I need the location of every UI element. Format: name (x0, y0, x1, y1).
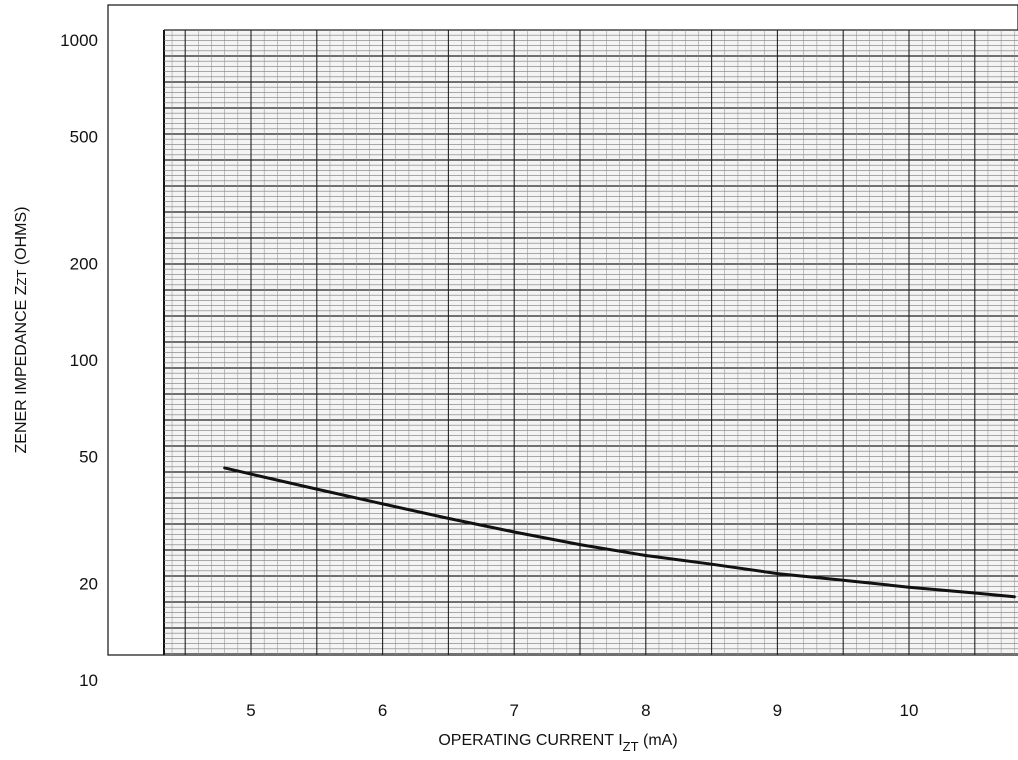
graph-paper-grid (163, 29, 1018, 655)
y-tick-label: 1000 (60, 31, 98, 50)
x-tick-label: 7 (509, 701, 518, 720)
x-tick-label: 8 (641, 701, 650, 720)
x-tick-label: 9 (773, 701, 782, 720)
x-tick-label: 6 (378, 701, 387, 720)
x-axis-label-main: OPERATING CURRENT I (438, 732, 622, 749)
x-axis-label: OPERATING CURRENT IZT (mA) (438, 732, 677, 754)
y-tick-label: 200 (70, 255, 98, 274)
y-tick-label: 50 (79, 447, 98, 466)
y-tick-label: 20 (79, 575, 98, 594)
series-line-0 (223, 466, 1016, 599)
y-tick-labels: 10 20 50 100 200 500 1000 (60, 31, 98, 690)
y-tick-label: 10 (79, 671, 98, 690)
y-axis-label-subscript: ZT (14, 270, 29, 286)
y-tick-label: 500 (70, 127, 98, 146)
x-axis-label-subscript: ZT (623, 739, 639, 754)
y-tick-label: 100 (70, 351, 98, 370)
series-layer (223, 466, 1016, 599)
x-tick-label: 5 (246, 701, 255, 720)
x-tick-labels: 5 6 7 8 9 10 (246, 701, 918, 720)
x-axis-label-unit: (mA) (639, 732, 678, 749)
y-axis-label-unit: (OHMS) (13, 206, 30, 269)
y-axis-label: ZENER IMPEDANCE ZZT (OHMS) (13, 206, 30, 453)
x-tick-label: 10 (900, 701, 919, 720)
y-axis-label-main: ZENER IMPEDANCE Z (13, 285, 30, 453)
